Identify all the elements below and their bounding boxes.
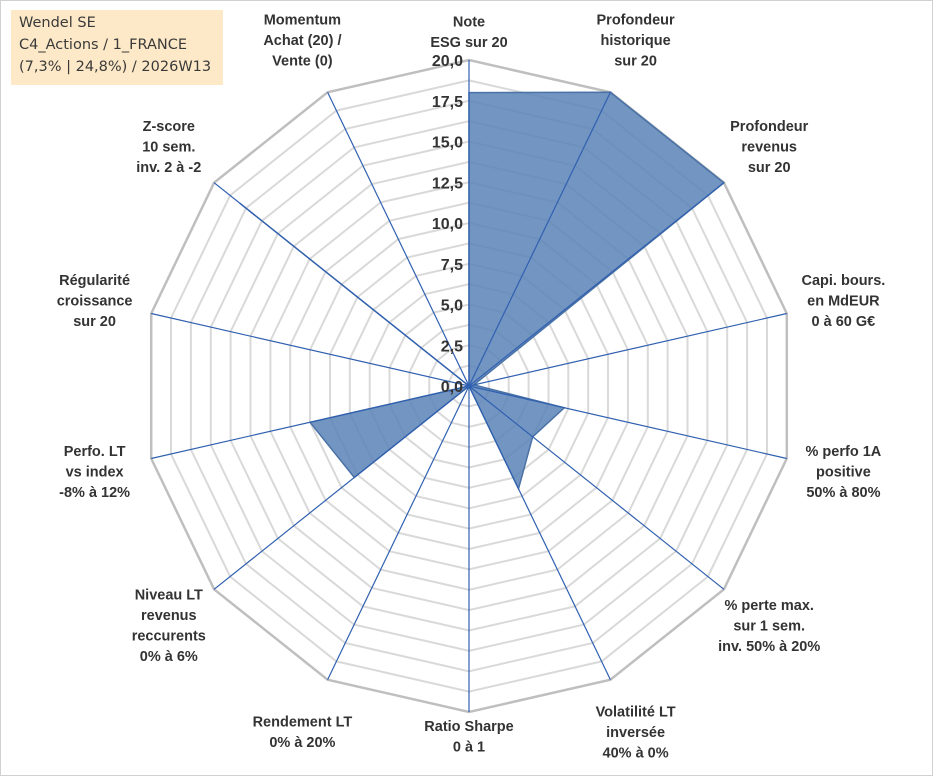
axis-label-line: positive xyxy=(816,464,871,480)
spoke-line xyxy=(327,92,470,387)
axis-label: Rendement LT 0% à 20% xyxy=(253,715,353,752)
spoke-line xyxy=(468,385,787,460)
axis-label: Momentum Achat (20) / Vente (0) xyxy=(263,13,341,70)
axis-label-line: 0 à 60 G€ xyxy=(812,314,876,330)
spoke-line xyxy=(468,385,725,590)
tick-label: 0,0 xyxy=(441,379,463,396)
axis-label: Profondeur revenus sur 20 xyxy=(730,119,808,176)
tick-label: 20,0 xyxy=(432,53,463,70)
axis-label-line: Volatilité LT xyxy=(596,705,676,721)
axis-label-line: inv. 2 à -2 xyxy=(136,160,201,176)
axis-labels: Note ESG sur 20 Profondeur historique sur 20… xyxy=(57,13,886,762)
axis-label: Profondeur historique sur 20 xyxy=(597,13,675,70)
axis-label-line: Ratio Sharpe xyxy=(424,719,513,735)
axis-label-line: Vente (0) xyxy=(272,54,333,70)
axis-label-line: Profondeur xyxy=(597,13,675,29)
axis-label-line: 0% à 20% xyxy=(269,735,335,751)
axis-label: % perfo 1A positive 50% à 80% xyxy=(806,444,882,501)
spoke-line xyxy=(468,182,725,387)
title-line-company: Wendel SE xyxy=(19,15,96,31)
axis-label-line: reccurents xyxy=(132,629,206,645)
axis-label-line: 10 sem. xyxy=(142,140,195,156)
axis-label-line: Rendement LT xyxy=(253,715,353,731)
axis-label-line: Perfo. LT xyxy=(64,444,126,460)
axis-label-line: vs index xyxy=(66,464,124,480)
axis-label-line: Niveau LT xyxy=(135,588,203,604)
tick-label: 5,0 xyxy=(441,298,463,315)
axis-label-line: revenus xyxy=(141,608,197,624)
spoke-line xyxy=(468,385,611,680)
axis-label-line: revenus xyxy=(741,140,797,156)
spoke-line xyxy=(468,312,787,387)
series-area xyxy=(239,91,726,491)
radar-series xyxy=(239,91,726,491)
spoke-line xyxy=(213,385,470,590)
axis-label-line: Capi. bours. xyxy=(802,273,886,289)
axis-label-line: historique xyxy=(601,33,671,49)
axis-label-line: 40% à 0% xyxy=(603,746,669,762)
axis-label-line: ESG sur 20 xyxy=(430,35,507,51)
axis-label-line: sur 1 sem. xyxy=(733,618,805,634)
spoke-line xyxy=(468,92,611,387)
title-line-stats: (7,3% | 24,8%) / 2026W13 xyxy=(19,59,212,75)
axis-label-line: en MdEUR xyxy=(807,294,880,310)
tick-label: 10,0 xyxy=(432,216,463,233)
axis-label-line: inv. 50% à 20% xyxy=(718,639,820,655)
axis-label: Volatilité LT inversée 40% à 0% xyxy=(596,705,676,762)
axis-label: Ratio Sharpe 0 à 1 xyxy=(424,719,513,756)
axis-label: Niveau LT revenus reccurents 0% à 6% xyxy=(132,588,206,666)
axis-label-line: Achat (20) / xyxy=(263,33,341,49)
axis-label-line: sur 20 xyxy=(748,160,791,176)
axis-label: % perte max. sur 1 sem. inv. 50% à 20% xyxy=(718,598,820,655)
axis-label-line: Note xyxy=(453,15,485,31)
axis-label: Perfo. LT vs index -8% à 12% xyxy=(59,444,130,501)
axis-label-line: inversée xyxy=(606,725,665,741)
title-line-category: C4_Actions / 1_FRANCE xyxy=(19,37,188,53)
axis-label-line: 0% à 6% xyxy=(140,649,198,665)
spoke-line xyxy=(151,385,470,460)
axis-label-line: Profondeur xyxy=(730,119,808,135)
tick-label: 15,0 xyxy=(432,135,463,152)
spoke-line xyxy=(213,182,470,387)
axis-label-line: sur 20 xyxy=(73,314,116,330)
axis-label: Capi. bours. en MdEUR 0 à 60 G€ xyxy=(802,273,886,330)
radial-ticks: 0,0 2,5 5,0 7,5 10,0 12,5 15,0 17,5 20,0 xyxy=(432,53,463,396)
axis-label-line: % perfo 1A xyxy=(806,444,882,460)
axis-label: Note ESG sur 20 xyxy=(430,15,507,52)
axis-label-line: 0 à 1 xyxy=(453,740,485,756)
axis-label-line: Z-score xyxy=(143,119,195,135)
axis-label-line: croissance xyxy=(57,294,133,310)
axis-label: Régularité croissance sur 20 xyxy=(57,273,133,330)
axis-label-line: Régularité xyxy=(59,273,130,289)
tick-label: 12,5 xyxy=(432,175,463,192)
axis-label-line: % perte max. xyxy=(724,598,813,614)
tick-label: 17,5 xyxy=(432,94,463,111)
axis-label-line: -8% à 12% xyxy=(59,485,130,501)
axis-label-line: sur 20 xyxy=(614,54,657,70)
axis-label-line: Momentum xyxy=(264,13,341,29)
spoke-line xyxy=(327,385,470,680)
axis-label: Z-score 10 sem. inv. 2 à -2 xyxy=(136,119,201,176)
tick-label: 7,5 xyxy=(441,257,463,274)
radar-spokes xyxy=(151,60,787,712)
title-box: Wendel SE C4_Actions / 1_FRANCE (7,3% | … xyxy=(11,10,223,85)
axis-label-line: 50% à 80% xyxy=(806,485,880,501)
spoke-line xyxy=(151,312,470,387)
tick-label: 2,5 xyxy=(441,338,463,355)
